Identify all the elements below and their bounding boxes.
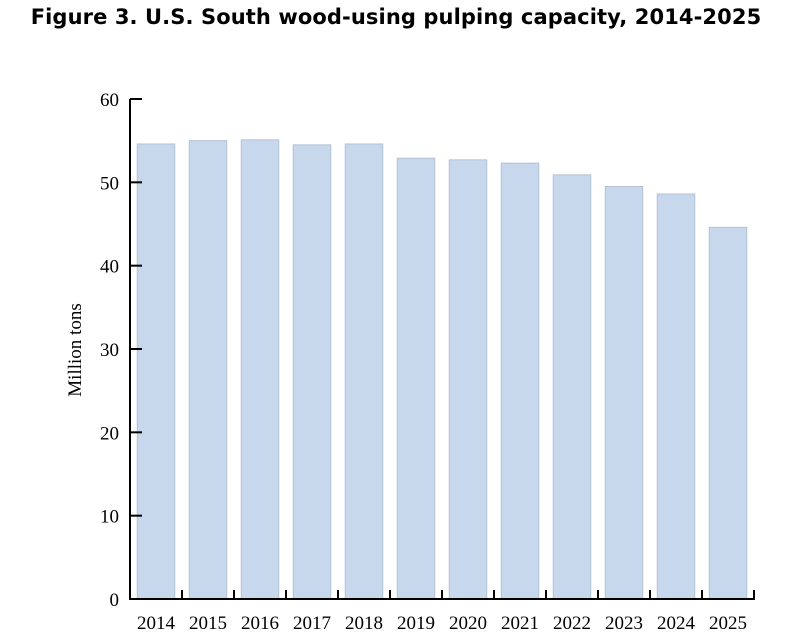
y-tick-label: 60	[100, 90, 119, 111]
x-tick-label: 2022	[553, 613, 591, 634]
x-tick-label: 2019	[397, 613, 435, 634]
x-tick-label: 2015	[189, 613, 227, 634]
x-tick-label: 2020	[449, 613, 487, 634]
x-tick-label: 2024	[657, 613, 696, 634]
bar-2017	[292, 144, 332, 600]
x-tick-label: 2018	[345, 613, 383, 634]
bar-2018	[344, 143, 384, 600]
x-tick-label: 2017	[293, 613, 331, 634]
y-tick-label: 10	[100, 507, 119, 528]
bar-2020	[448, 159, 488, 600]
bar-2019	[396, 157, 436, 600]
x-tick-label: 2025	[709, 613, 747, 634]
chart-title: Figure 3. U.S. South wood-using pulping …	[30, 5, 762, 29]
y-axis-label: Million tons	[65, 303, 86, 396]
bar-2025	[708, 226, 748, 600]
x-tick-label: 2021	[501, 613, 539, 634]
bar-2016	[240, 139, 280, 600]
y-tick-label: 20	[100, 423, 119, 444]
bar-2023	[604, 186, 644, 600]
x-tick-label: 2014	[137, 613, 176, 634]
y-tick-label: 50	[100, 173, 119, 194]
y-tick-label: 30	[100, 340, 119, 361]
y-tick-label: 40	[100, 257, 119, 278]
axes-group: 2014 2015 2016 2017 2018 2019 2020 2021 2022 2023…	[100, 90, 755, 634]
y-tick-label: 0	[110, 590, 120, 611]
bar-2022	[552, 174, 592, 600]
bar-2015	[188, 140, 228, 600]
x-tick-label: 2023	[605, 613, 643, 634]
bar-2021	[500, 162, 540, 600]
bar-2014	[136, 143, 176, 600]
bars-group	[136, 139, 748, 600]
bar-2024	[656, 193, 696, 600]
x-tick-label: 2016	[241, 613, 279, 634]
